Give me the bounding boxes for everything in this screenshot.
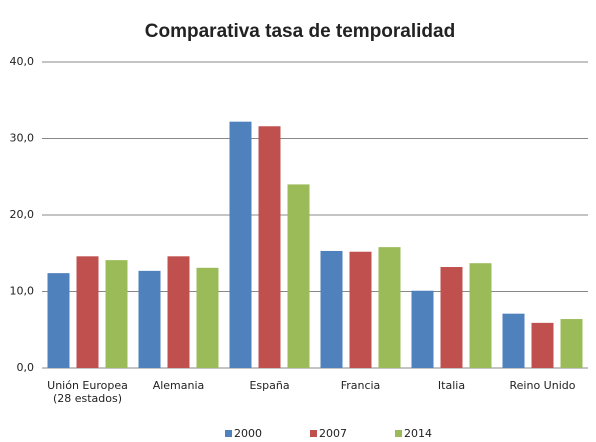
bar [196,267,219,368]
legend-swatch [225,430,232,437]
y-tick-label: 10,0 [10,285,35,298]
bar [47,273,70,368]
legend-swatch [395,430,402,437]
bar [531,322,554,368]
y-tick-label: 30,0 [10,132,35,145]
x-tick-label: España [249,379,290,392]
y-tick-label: 40,0 [10,55,35,68]
bar [469,263,492,368]
legend-label: 2014 [404,427,432,440]
legend-label: 2000 [234,427,262,440]
x-tick-label: Reino Unido [509,379,576,392]
bar [411,290,434,368]
bar [502,313,525,368]
bar [76,256,99,368]
bar [229,121,252,368]
bar [560,319,583,368]
bar [440,267,463,368]
bar [105,260,128,368]
x-tick-label: Francia [340,379,381,392]
bar [138,270,161,368]
bar [378,247,401,368]
bar [167,256,190,368]
bar [258,126,281,368]
legend-label: 2007 [319,427,347,440]
y-tick-label: 0,0 [17,361,35,374]
x-tick-label: Unión Europea (28 estados) [47,379,128,405]
bar [320,250,343,368]
bar [287,184,310,368]
x-tick-label: Alemania [152,379,205,392]
bar [349,251,372,368]
chart-title: Comparativa tasa de temporalidad [145,21,455,42]
x-tick-label: Italia [437,379,466,392]
legend-swatch [310,430,317,437]
y-tick-label: 20,0 [10,208,35,221]
